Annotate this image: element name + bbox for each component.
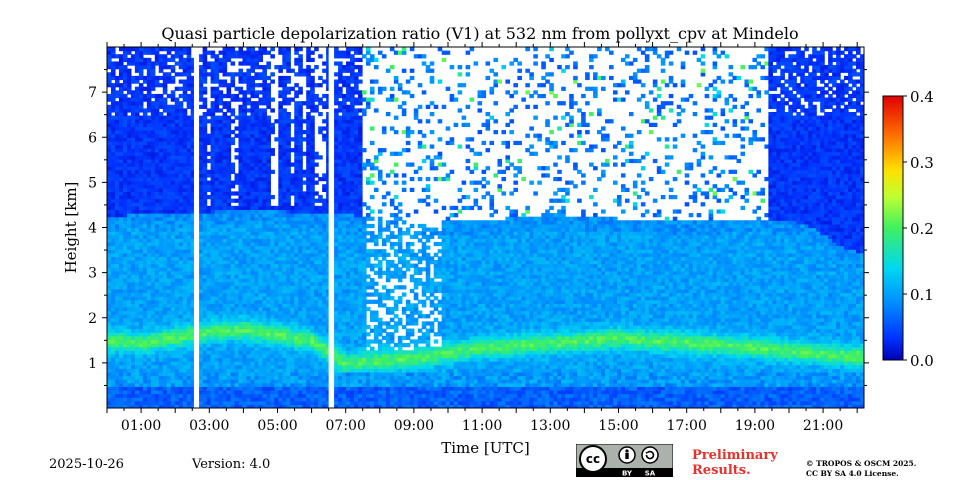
preliminary-line-2: Results. (692, 463, 751, 478)
y-axis-label: Height [km] (62, 182, 80, 274)
copyright-line-2: CC BY SA 4.0 License. (806, 469, 899, 478)
x-tick-label-7: 13:00 (530, 418, 570, 434)
x-tick-label-2: 03:00 (189, 418, 229, 434)
x-tick-label-10: 19:00 (735, 418, 775, 434)
copyright-note: © TROPOS & OSCM 2025. CC BY SA 4.0 Licen… (806, 459, 916, 479)
y-tick-label-6: 6 (88, 130, 97, 146)
x-tick-label-8: 15:00 (598, 418, 638, 434)
copyright-line-1: © TROPOS & OSCM 2025. (806, 459, 917, 468)
colorbar-tick-label-1: 0.0 (910, 352, 934, 370)
data-gap-2 (328, 47, 333, 408)
x-tick-label-3: 05:00 (257, 418, 297, 434)
y-tick-label-3: 3 (88, 266, 97, 282)
x-tick-label-11: 21:00 (803, 418, 843, 434)
colorbar: 0.0 0.1 0.2 0.3 0.4 (882, 88, 934, 370)
y-tick-label-4: 4 (88, 221, 97, 237)
y-tick-label-2: 2 (88, 311, 97, 327)
heatmap-axes: 01:00 03:00 05:00 07:00 09:00 11:00 13:00 15:00… (62, 42, 869, 457)
x-tick-label-9: 17:00 (667, 418, 707, 434)
colorbar-tick-label-5: 0.4 (910, 88, 934, 106)
x-axis-label: Time [UTC] (441, 439, 530, 457)
preliminary-results-note: Preliminary Results. (692, 448, 778, 478)
y-tick-label-7: 7 (88, 85, 97, 101)
badge-cc-text: cc (586, 452, 600, 466)
footer-version: Version: 4.0 (192, 457, 271, 472)
x-tick-label-6: 11:00 (462, 418, 502, 434)
heatmap-cells (107, 47, 864, 408)
data-gap-1 (193, 47, 200, 408)
cc-by-sa-license-badge: cc BY SA (576, 444, 673, 477)
badge-by-text: BY (622, 470, 633, 478)
heatmap-plot-area (107, 47, 864, 408)
colorbar-gradient (882, 95, 904, 361)
colorbar-tick-label-3: 0.2 (910, 220, 934, 238)
y-tick-label-5: 5 (88, 175, 97, 191)
badge-sa-text: SA (645, 470, 656, 478)
cc-icon (579, 445, 607, 473)
footer-date: 2025-10-26 (49, 457, 124, 472)
preliminary-line-1: Preliminary (692, 448, 778, 463)
x-tick-label-4: 07:00 (326, 418, 366, 434)
colorbar-tick-label-4: 0.3 (910, 154, 934, 172)
colorbar-tick-label-2: 0.1 (910, 286, 934, 304)
share-alike-icon (641, 446, 659, 464)
y-tick-label-1: 1 (88, 356, 97, 372)
chart-title: Quasi particle depolarization ratio (V1)… (161, 24, 799, 43)
x-tick-label-1: 01:00 (121, 418, 161, 434)
x-tick-label-5: 09:00 (394, 418, 434, 434)
